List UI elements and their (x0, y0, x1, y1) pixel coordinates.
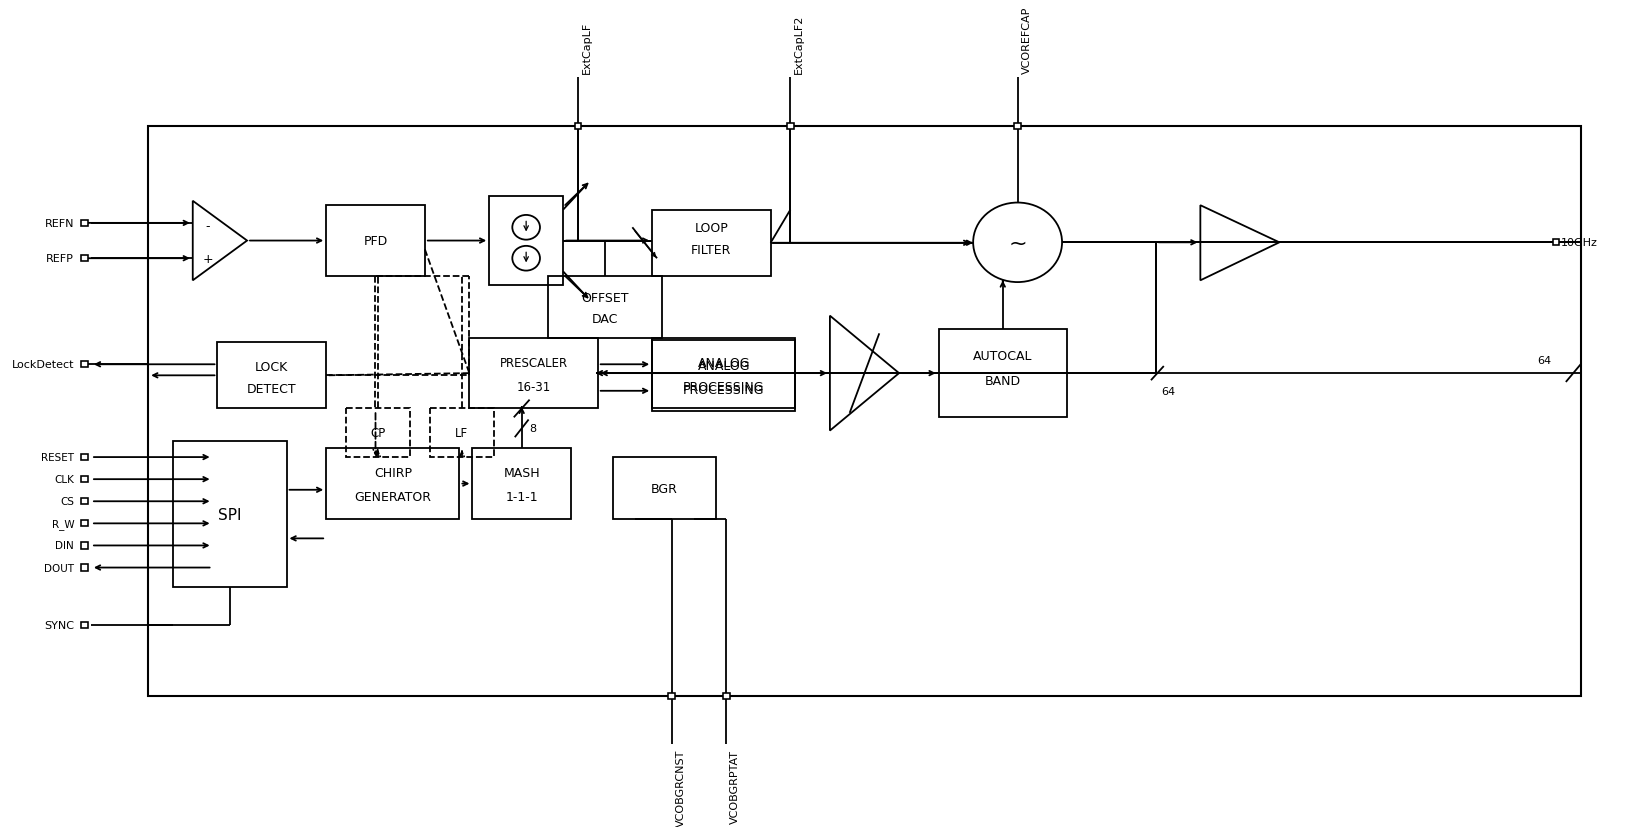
Text: LOOP: LOOP (695, 222, 728, 235)
Text: 16-31: 16-31 (517, 380, 551, 394)
Bar (723, 693, 729, 699)
Circle shape (512, 246, 540, 271)
Text: RESET: RESET (41, 452, 74, 462)
Text: CS: CS (60, 497, 74, 507)
Text: FILTER: FILTER (692, 244, 731, 256)
Text: BGR: BGR (651, 482, 679, 495)
Text: LockDetect: LockDetect (11, 360, 74, 370)
Bar (613, 457, 716, 519)
Bar (1014, 123, 1020, 130)
Text: PROCESSING: PROCESSING (683, 380, 765, 394)
Text: VCOBGRPTAT: VCOBGRPTAT (731, 748, 741, 823)
Text: LOCK: LOCK (255, 361, 288, 374)
Bar (149, 127, 1581, 696)
Bar (173, 442, 286, 587)
Bar (80, 499, 88, 504)
Text: ExtCapLF: ExtCapLF (582, 22, 592, 74)
Bar (473, 449, 571, 519)
Bar (786, 123, 795, 130)
Text: +: + (203, 252, 213, 265)
Text: CP: CP (371, 427, 386, 440)
Text: 10GHz: 10GHz (1561, 238, 1597, 248)
Text: ~: ~ (1009, 233, 1027, 253)
Bar (574, 123, 582, 130)
Text: AUTOCAL: AUTOCAL (973, 350, 1033, 362)
Text: VCOREFCAP: VCOREFCAP (1022, 7, 1032, 74)
Text: REFN: REFN (44, 218, 74, 228)
Bar (325, 449, 459, 519)
Bar (430, 409, 494, 457)
Bar (548, 276, 662, 338)
Text: -: - (206, 220, 209, 232)
Text: BAND: BAND (984, 375, 1020, 387)
Text: R_W: R_W (52, 519, 74, 529)
Bar (217, 342, 325, 409)
Text: OFFSET: OFFSET (582, 292, 629, 305)
Text: ANALOG: ANALOG (698, 359, 750, 372)
Bar (652, 341, 795, 412)
Text: CHIRP: CHIRP (374, 467, 412, 480)
Text: CLK: CLK (54, 475, 74, 485)
Text: MASH: MASH (504, 467, 540, 480)
Bar (80, 543, 88, 549)
Text: LF: LF (456, 427, 469, 440)
Bar (80, 361, 88, 368)
Bar (325, 206, 425, 276)
Bar (80, 256, 88, 262)
Bar (469, 338, 598, 409)
Bar (489, 197, 562, 285)
Text: 64: 64 (1161, 387, 1176, 397)
Bar (80, 622, 88, 629)
Bar (652, 338, 795, 409)
Text: GENERATOR: GENERATOR (355, 490, 432, 504)
Bar (80, 476, 88, 483)
Bar (80, 221, 88, 227)
Text: DAC: DAC (592, 313, 618, 326)
Text: PROCESSING: PROCESSING (683, 383, 765, 396)
Text: SPI: SPI (217, 507, 242, 522)
Text: DIN: DIN (56, 541, 74, 551)
Text: 8: 8 (530, 423, 536, 434)
Text: VCOBGRCNST: VCOBGRCNST (675, 748, 685, 826)
Text: 64: 64 (1537, 356, 1552, 366)
Bar (1553, 240, 1560, 246)
Bar (80, 565, 88, 571)
Bar (938, 329, 1068, 418)
Bar (652, 210, 770, 276)
Bar (80, 454, 88, 461)
Text: DOUT: DOUT (44, 563, 74, 573)
Circle shape (512, 216, 540, 241)
Bar (80, 521, 88, 527)
Text: ANALOG: ANALOG (698, 356, 750, 370)
Text: SYNC: SYNC (44, 620, 74, 630)
Bar (347, 409, 410, 457)
Text: REFP: REFP (46, 254, 74, 264)
Text: PRESCALER: PRESCALER (499, 356, 567, 370)
Circle shape (973, 203, 1063, 283)
Bar (669, 693, 675, 699)
Text: DETECT: DETECT (247, 382, 296, 395)
Text: PFD: PFD (363, 235, 387, 248)
Text: ExtCapLF2: ExtCapLF2 (795, 14, 804, 74)
Text: 1-1-1: 1-1-1 (505, 490, 538, 504)
